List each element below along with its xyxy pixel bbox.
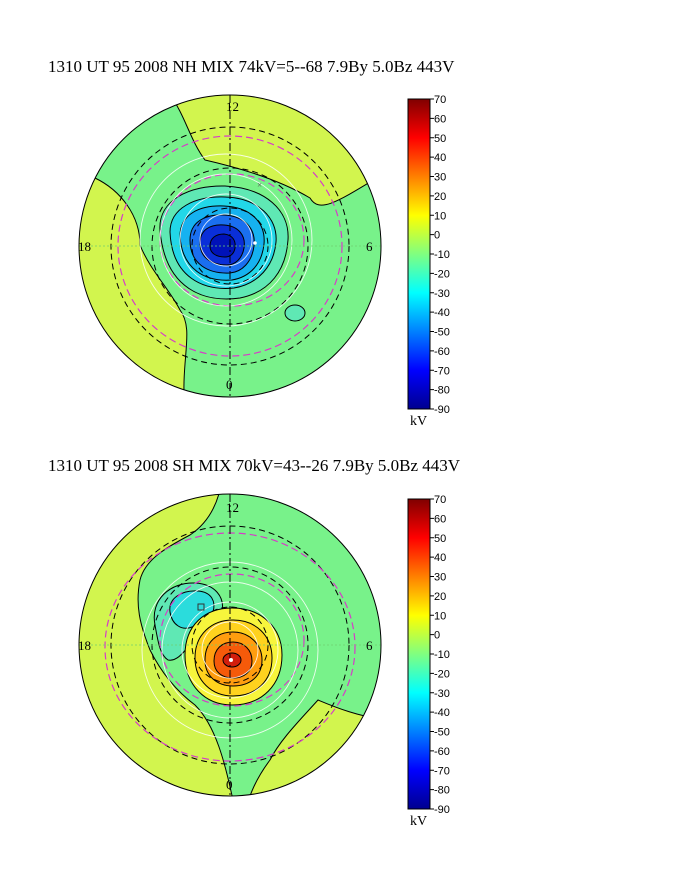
sh-oval-inner [159,573,305,707]
sh-colorbar-tick-label: 70 [434,494,446,506]
nh-mlt-18: 18 [78,239,91,254]
nh-mlt-12: 12 [226,99,239,114]
sh-colorbar-tick-label: -10 [434,649,450,661]
sh-boundary-circle [78,493,382,797]
sh-polar-map: 12 18 6 0 [78,493,382,797]
sh-mlt-12: 12 [226,500,239,515]
sh-min-marker [197,603,205,611]
nh-colorbar-tick-label: 50 [434,133,446,145]
nh-colorbar-tick-label: -20 [434,268,450,280]
nh-min-marker [253,241,257,245]
sh-colorbar-tick-label: -20 [434,668,450,680]
nh-colorbar-tick-label: -60 [434,346,450,358]
sh-colorbar-tick-label: 60 [434,513,446,525]
nh-colorbar-tick-label: -90 [434,404,450,416]
nh-colorbar-unit: kV [410,414,428,429]
sh-colorbar-tick-label: -60 [434,746,450,758]
nh-colorbar-tick-label: -10 [434,249,450,261]
sh-colorbar-tick-label: 10 [434,610,446,622]
sh-colorbar: 70 60 50 40 30 20 10 0 -10 -20 -30 -40 -50 -60 -70 -80 -… [407,494,450,816]
sh-colorbar-unit: kV [410,814,428,829]
nh-colorbar-tick-label: 0 [434,230,440,242]
sh-max-marker [229,658,233,662]
sh-colorbar-tick-label: -80 [434,785,450,797]
nh-colorbar-tick-label: -40 [434,307,450,319]
nh-colorbar-gradient [407,98,431,410]
sh-colorbar-tick-label: 20 [434,591,446,603]
sh-colorbar-tick-label: 30 [434,572,446,584]
sh-panel-title: 1310 UT 95 2008 SH MIX 70kV=43--26 7.9By… [48,456,461,475]
nh-panel-title: 1310 UT 95 2008 NH MIX 74kV=5--68 7.9By … [48,57,455,76]
sh-colorbar-tick-label: -30 [434,688,450,700]
nh-colorbar-tick-label: -30 [434,288,450,300]
nh-colorbar-tick-label: 20 [434,191,446,203]
nh-colorbar-tick-label: 60 [434,113,446,125]
sh-colorbar-gradient [407,498,431,810]
nh-polar-map: × 12 18 6 0 [78,94,382,398]
sh-mlt-6: 6 [366,638,373,653]
sh-colorbar-tick-label: -70 [434,765,450,777]
nh-max-marker: × [257,180,262,190]
nh-colorbar-tick-label: -80 [434,385,450,397]
nh-flow-lines [139,153,313,327]
sh-colorbar-tick-label: -50 [434,727,450,739]
nh-colorbar-tick-label: 10 [434,210,446,222]
nh-mlt-0: 0 [226,377,233,392]
nh-colorbar-tick-label: 30 [434,172,446,184]
sh-colorbar-ticks: 70 60 50 40 30 20 10 0 -10 -20 -30 -40 -50 -60 -70 -80 -… [430,494,450,816]
nh-colorbar-tick-label: -70 [434,365,450,377]
nh-small-dawn-cell [284,304,306,322]
sh-colorbar-tick-label: 40 [434,552,446,564]
nh-colorbar-tick-label: 70 [434,94,446,106]
nh-colorbar-tick-label: 40 [434,152,446,164]
sh-colorbar-tick-label: 0 [434,630,440,642]
nh-colorbar-tick-label: -50 [434,327,450,339]
nh-mlt-6: 6 [366,239,373,254]
nh-oval-outer [117,135,343,357]
sh-colorbar-tick-label: -90 [434,804,450,816]
nh-cell-core [209,233,236,258]
nh-colorbar-ticks: 70 60 50 40 30 20 10 0 -10 -20 -30 -40 -50 -60 -70 -80 -… [430,94,450,416]
nh-colorbar: 70 60 50 40 30 20 10 0 -10 -20 -30 -40 -50 -60 -70 -80 -… [407,94,450,416]
sh-colorbar-tick-label: -40 [434,707,450,719]
sh-mlt-18: 18 [78,638,91,653]
nh-boundary-circle [78,94,382,398]
sh-mlt-0: 0 [226,777,233,792]
sh-colorbar-tick-label: 50 [434,533,446,545]
